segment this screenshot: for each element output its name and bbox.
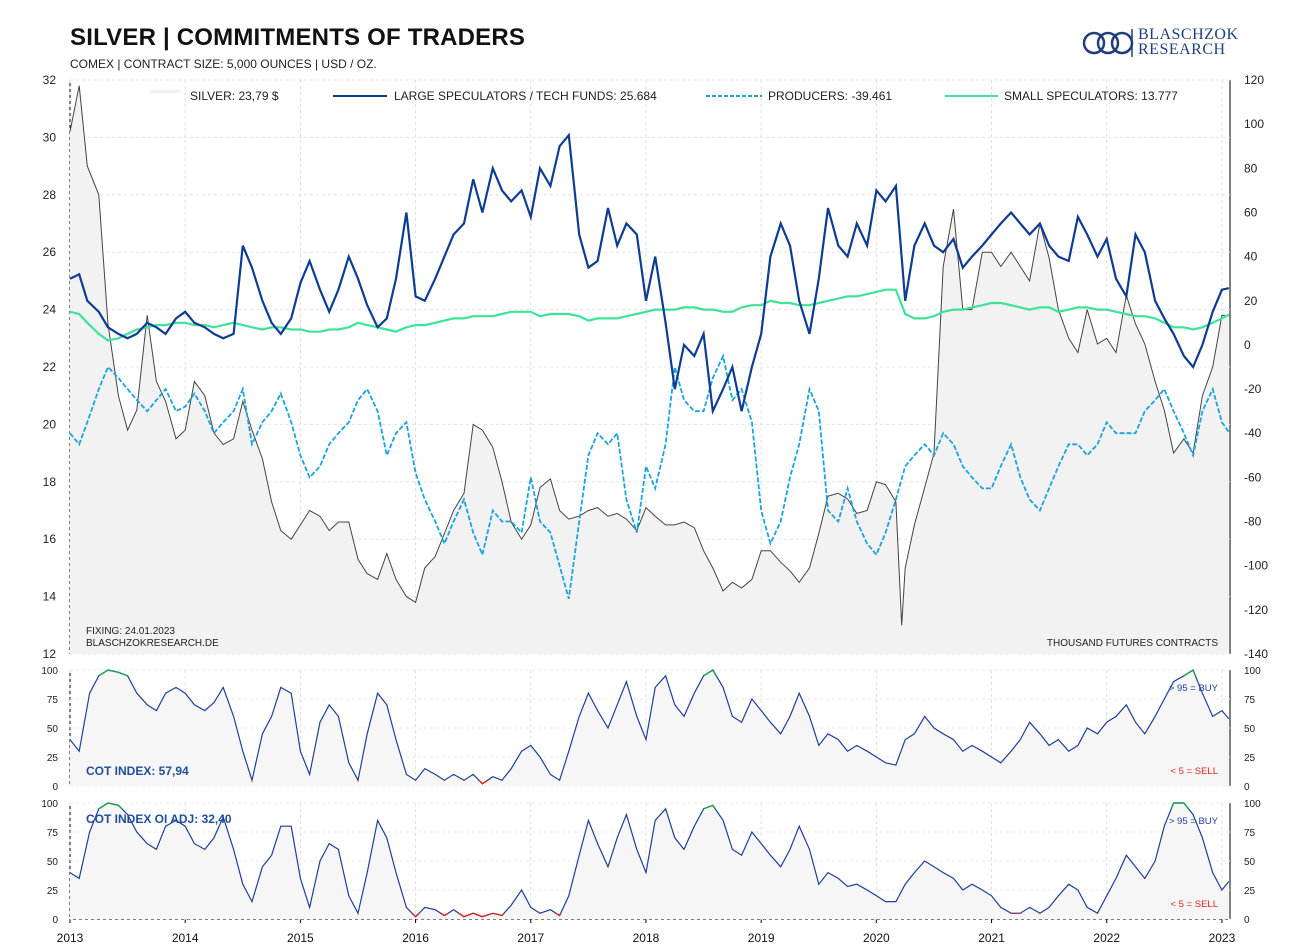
right-tick-label: -20 bbox=[1244, 382, 1262, 396]
left-tick-label: 12 bbox=[43, 647, 57, 661]
logo-text-line1: BLASCHZOK bbox=[1138, 26, 1239, 43]
right-tick-label: -40 bbox=[1244, 426, 1262, 440]
right-tick-label: 0 bbox=[1244, 338, 1251, 352]
x-tick-label: 2022 bbox=[1093, 931, 1120, 945]
x-tick-label: 2020 bbox=[863, 931, 890, 945]
left-tick-label: 22 bbox=[43, 360, 57, 374]
cot-index-oi-left-tick: 0 bbox=[52, 915, 58, 926]
left-tick-label: 30 bbox=[43, 130, 57, 144]
left-tick-label: 18 bbox=[43, 475, 57, 489]
logo-text-line2: RESEARCH bbox=[1138, 41, 1226, 58]
left-tick-label: 26 bbox=[43, 245, 57, 259]
large-speculators-line bbox=[69, 132, 1230, 416]
cot-index-sell-note: < 5 = SELL bbox=[1170, 766, 1218, 777]
cot-index-left-tick: 100 bbox=[41, 666, 58, 677]
legend-swatch-silver bbox=[150, 90, 180, 93]
x-tick-label: 2015 bbox=[287, 931, 314, 945]
legend-large-speculators: LARGE SPECULATORS / TECH FUNDS: 25.684 bbox=[394, 89, 657, 103]
cot-index-oi-left-tick: 25 bbox=[47, 886, 59, 897]
x-tick-label: 2023 bbox=[1209, 931, 1236, 945]
left-tick-label: 14 bbox=[43, 590, 57, 604]
legend-small-speculators: SMALL SPECULATORS: 13.777 bbox=[1004, 89, 1178, 103]
cot-index-right-tick: 75 bbox=[1244, 695, 1256, 706]
left-tick-label: 20 bbox=[43, 417, 57, 431]
cot-index-oi-right-tick: 50 bbox=[1244, 857, 1256, 868]
cot-index-oi-line bbox=[69, 802, 1230, 918]
cot-index-oi-left-tick: 50 bbox=[47, 857, 59, 868]
x-tick-label: 2013 bbox=[57, 931, 84, 945]
fixing-note: FIXING: 24.01.2023 bbox=[86, 626, 175, 637]
x-tick-label: 2018 bbox=[633, 931, 660, 945]
right-tick-label: 120 bbox=[1244, 73, 1264, 87]
small-speculators-line bbox=[69, 288, 1230, 342]
cot-index-right-tick: 100 bbox=[1244, 666, 1261, 677]
website-note: BLASCHZOKRESEARCH.DE bbox=[86, 638, 219, 649]
cot-index-oi-buy-note: > 95 = BUY bbox=[1169, 816, 1219, 827]
cot-index-oi-left-tick: 100 bbox=[41, 799, 58, 810]
silver-area bbox=[70, 85, 1229, 654]
brand-logo: BLASCHZOK RESEARCH bbox=[1082, 26, 1242, 60]
cot-index-left-tick: 75 bbox=[47, 695, 59, 706]
right-tick-label: -120 bbox=[1244, 603, 1268, 617]
cot-index-area bbox=[70, 670, 1229, 786]
legend-producers: PRODUCERS: -39.461 bbox=[768, 89, 892, 103]
cot-index-line bbox=[69, 669, 1230, 785]
cot-index-oi-right-tick: 0 bbox=[1244, 915, 1250, 926]
producers-line bbox=[69, 353, 1230, 600]
cot-index-oi-left-tick: 75 bbox=[47, 828, 59, 839]
legend-silver: SILVER: 23,79 $ bbox=[190, 89, 279, 103]
cot-index-left-tick: 25 bbox=[47, 753, 59, 764]
right-tick-label: -80 bbox=[1244, 515, 1262, 529]
right-tick-label: 20 bbox=[1244, 294, 1258, 308]
right-tick-label: -60 bbox=[1244, 470, 1262, 484]
cot-index-right-tick: 50 bbox=[1244, 724, 1256, 735]
right-tick-label: 100 bbox=[1244, 117, 1264, 131]
cot-index-buy-note: > 95 = BUY bbox=[1169, 683, 1219, 694]
chart-title: SILVER | COMMITMENTS OF TRADERS bbox=[70, 24, 526, 51]
cot-index-oi-label: COT INDEX OI ADJ: 32,40 bbox=[86, 812, 232, 826]
left-tick-label: 32 bbox=[43, 73, 57, 87]
cot-index-right-tick: 0 bbox=[1244, 782, 1250, 793]
cot-index-oi-sell-note: < 5 = SELL bbox=[1170, 899, 1218, 910]
right-tick-label: -140 bbox=[1244, 647, 1268, 661]
cot-index-oi-right-tick: 25 bbox=[1244, 886, 1256, 897]
logo-emblem-icon bbox=[1082, 29, 1134, 57]
units-note: THOUSAND FUTURES CONTRACTS bbox=[1047, 638, 1218, 649]
right-tick-label: -100 bbox=[1244, 559, 1268, 573]
cot-index-left-tick: 50 bbox=[47, 724, 59, 735]
chart-subtitle: COMEX | CONTRACT SIZE: 5,000 OUNCES | US… bbox=[70, 57, 377, 71]
x-tick-label: 2021 bbox=[978, 931, 1005, 945]
x-tick-label: 2016 bbox=[402, 931, 429, 945]
left-tick-label: 28 bbox=[43, 188, 57, 202]
cot-index-oi-right-tick: 100 bbox=[1244, 799, 1261, 810]
cot-index-right-tick: 25 bbox=[1244, 753, 1256, 764]
right-tick-label: 80 bbox=[1244, 161, 1258, 175]
right-tick-label: 40 bbox=[1244, 250, 1258, 264]
x-tick-label: 2014 bbox=[172, 931, 199, 945]
cot-index-oi-area bbox=[70, 803, 1229, 919]
left-tick-label: 16 bbox=[43, 532, 57, 546]
left-tick-label: 24 bbox=[43, 303, 57, 317]
x-tick-label: 2019 bbox=[748, 931, 775, 945]
right-tick-label: 60 bbox=[1244, 205, 1258, 219]
cot-index-oi-right-tick: 75 bbox=[1244, 828, 1256, 839]
cot-index-left-tick: 0 bbox=[52, 782, 58, 793]
x-tick-label: 2017 bbox=[517, 931, 544, 945]
cot-index-label: COT INDEX: 57,94 bbox=[86, 764, 189, 778]
silver-price-line bbox=[69, 85, 1229, 626]
